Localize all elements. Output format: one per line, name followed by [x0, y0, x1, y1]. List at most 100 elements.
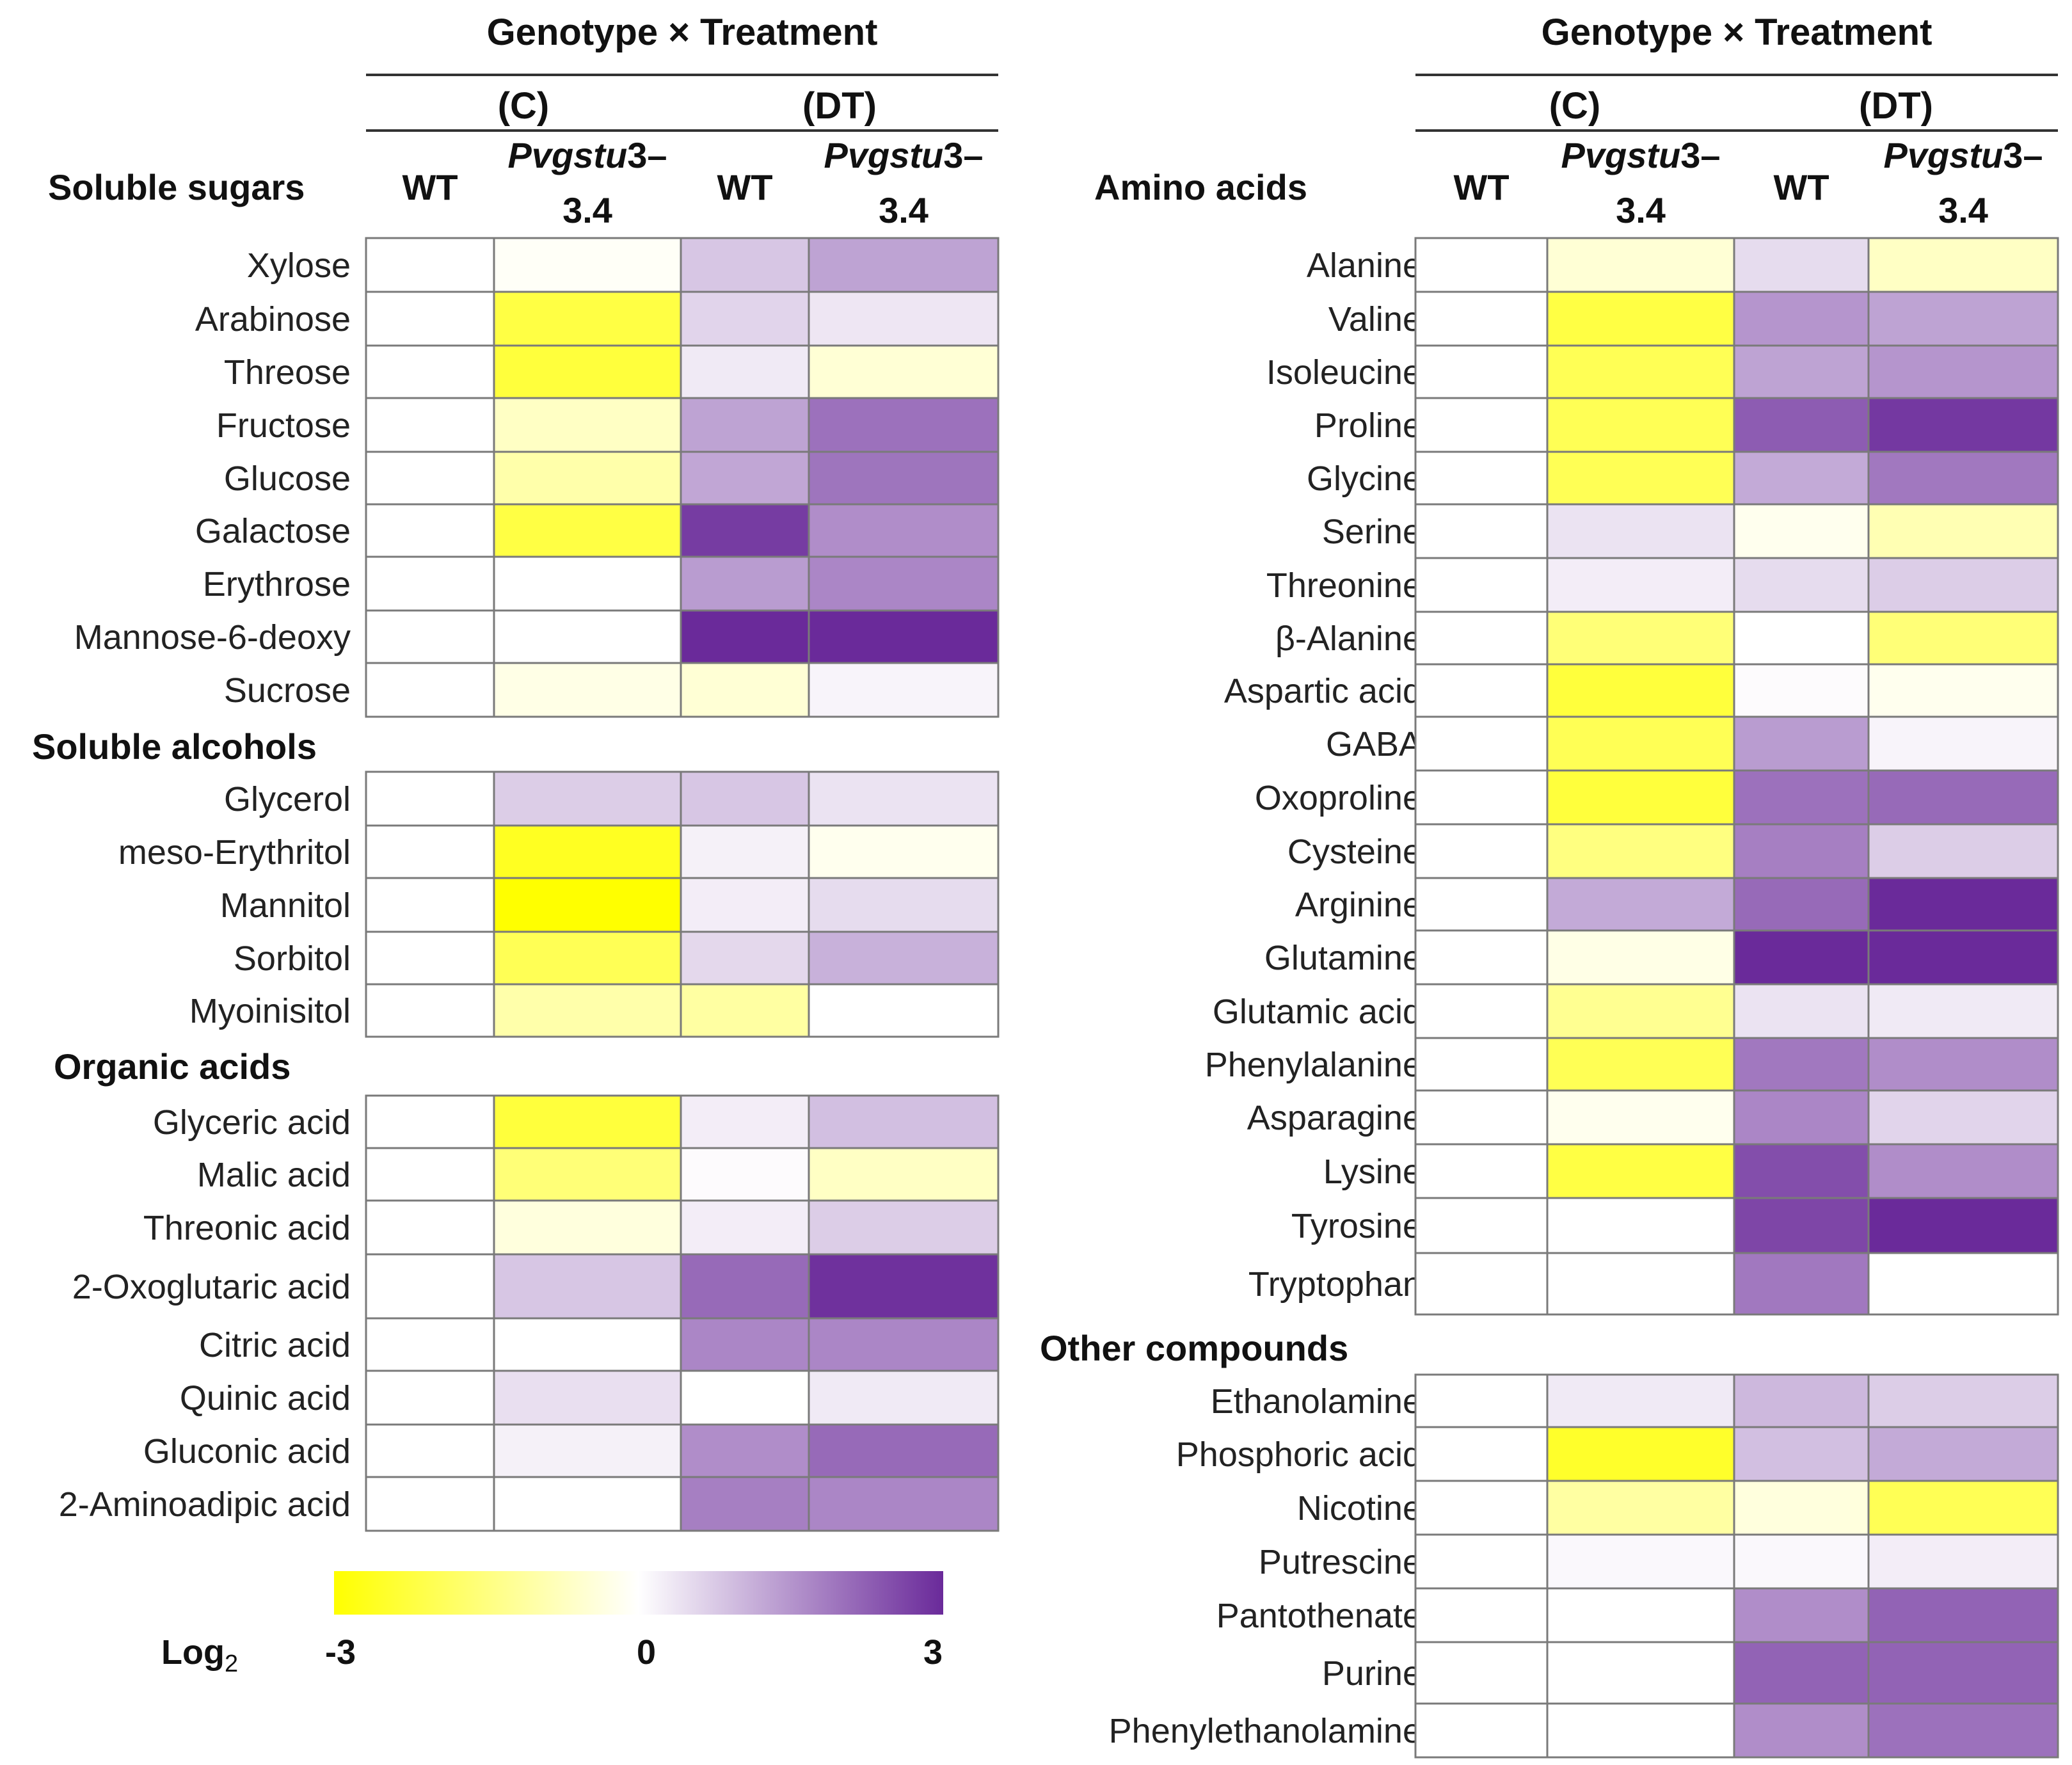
heatmap-cell-col-c-pvgstu: [1546, 1533, 1735, 1590]
heatmap-cell-col-c-wt: [1414, 1373, 1549, 1428]
heatmap-cell-col-c-pvgstu: [1546, 291, 1735, 347]
heatmap-cell-col-dt-wt: [1733, 715, 1870, 772]
heatmap-cell-col-c-wt: [365, 1370, 495, 1426]
heatmap-cell-col-dt-pvgstu: [808, 555, 1000, 612]
heatmap-cell-col-dt-wt: [1733, 1037, 1870, 1092]
heatmap-cell-col-dt-pvgstu: [1867, 291, 2059, 347]
heatmap-panel: Genotype × Treatment (C) WT Pvgstu3– 3.4 (DT)…: [1040, 12, 2059, 1759]
heatmap-cell-col-dt-wt: [1733, 344, 1870, 399]
heatmap-cell-col-c-pvgstu: [493, 771, 682, 827]
row-label: Threose: [224, 353, 351, 392]
heatmap-cell-col-dt-pvgstu: [808, 771, 1000, 827]
heatmap-cell-col-dt-pvgstu: [808, 1476, 1000, 1532]
legend-tick-label: 0: [637, 1633, 656, 1672]
heatmap-cell-col-dt-pvgstu: [1867, 397, 2059, 453]
heatmap-cell-col-dt-wt: [680, 451, 810, 506]
row-label: β-Alanine: [1275, 619, 1422, 658]
heatmap-cell-col-c-wt: [1414, 983, 1549, 1039]
heatmap-cell-col-c-pvgstu: [493, 1476, 682, 1532]
section-title: Amino acids: [1094, 167, 1307, 207]
heatmap-cell-col-dt-wt: [680, 555, 810, 612]
heatmap-cell-col-c-pvgstu: [1546, 663, 1735, 718]
heatmap-cell-col-c-wt: [1414, 1702, 1549, 1759]
heatmap-cell-col-c-pvgstu: [1546, 929, 1735, 986]
heatmap-cell-col-dt-wt: [1733, 291, 1870, 347]
heatmap-cell-col-dt-wt: [680, 1147, 810, 1202]
heatmap-cell-col-dt-pvgstu: [808, 291, 1000, 347]
heatmap-cell-col-c-pvgstu: [1546, 1426, 1735, 1482]
heatmap-cell-col-dt-pvgstu: [1867, 1641, 2059, 1705]
heatmap-cell-col-c-pvgstu: [493, 555, 682, 612]
heatmap-cell-col-c-wt: [1414, 1533, 1549, 1590]
section-title: Organic acids: [54, 1046, 291, 1087]
heatmap-cell-col-dt-pvgstu: [1867, 823, 2059, 879]
heatmap-cell-col-dt-pvgstu: [808, 930, 1000, 986]
column-label: Pvgstu3–: [508, 135, 667, 175]
heatmap-cell-col-c-pvgstu: [1546, 397, 1735, 453]
row-label: Aspartic acid: [1224, 672, 1422, 710]
heatmap-cell-col-c-wt: [365, 824, 495, 879]
heatmap-cell-col-c-pvgstu: [493, 1147, 682, 1202]
row-label: Pantothenate: [1216, 1597, 1422, 1635]
column-label: Pvgstu3–: [1884, 135, 2043, 175]
heatmap-cell-col-c-wt: [1414, 1143, 1549, 1199]
heatmap-cell-col-c-pvgstu: [1546, 877, 1735, 932]
heatmap-cell-col-dt-pvgstu: [1867, 1587, 2059, 1643]
heatmap-cell-col-c-wt: [1414, 1252, 1549, 1316]
heatmap-cell-col-c-pvgstu: [493, 451, 682, 506]
heatmap-cell-col-dt-pvgstu: [1867, 1037, 2059, 1092]
heatmap-cell-col-c-pvgstu: [493, 877, 682, 933]
group-label: (DT): [802, 85, 877, 127]
heatmap-cell-col-c-wt: [1414, 611, 1549, 666]
heatmap-cell-col-dt-wt: [1733, 1197, 1870, 1254]
heatmap-cell-col-dt-pvgstu: [1867, 237, 2059, 293]
column-label: Pvgstu3–: [1561, 135, 1721, 175]
heatmap-cell-col-c-wt: [1414, 663, 1549, 718]
heatmap-cell-col-c-pvgstu: [493, 662, 682, 718]
row-label: Sorbitol: [234, 939, 351, 978]
row-label: Malic acid: [197, 1156, 351, 1194]
heatmap-cell-col-dt-wt: [1733, 1533, 1870, 1590]
heatmap-cell-col-c-pvgstu: [493, 1423, 682, 1478]
heatmap-cell-col-dt-pvgstu: [808, 1253, 1000, 1320]
heatmap-cell-col-dt-pvgstu: [808, 1199, 1000, 1256]
column-label: WT: [1453, 167, 1509, 207]
heatmap-cell-col-dt-pvgstu: [808, 451, 1000, 506]
heatmap-cell-col-dt-wt: [680, 503, 810, 558]
heatmap-cell-col-c-wt: [365, 1423, 495, 1478]
row-label: Glycerol: [224, 780, 351, 819]
row-label: Mannose-6-deoxy: [74, 618, 351, 657]
heatmap-cell-col-dt-wt: [1733, 877, 1870, 932]
heatmap-cell-col-c-pvgstu: [493, 824, 682, 879]
column-label-line2: 3.4: [562, 190, 612, 230]
heatmap-cell-col-c-pvgstu: [493, 1094, 682, 1149]
heatmap-cell-col-c-pvgstu: [1546, 1037, 1735, 1092]
row-label: Alanine: [1307, 246, 1422, 285]
heatmap-cell-col-c-pvgstu: [1546, 1089, 1735, 1146]
heatmap-cell-col-dt-pvgstu: [1867, 503, 2059, 559]
row-label: Erythrose: [203, 565, 351, 603]
heatmap-cell-col-c-wt: [365, 397, 495, 453]
heatmap-cell-col-c-pvgstu: [493, 397, 682, 453]
heatmap-cell-col-c-pvgstu: [1546, 1641, 1735, 1705]
row-label: Arginine: [1295, 886, 1422, 924]
heatmap-cell-col-dt-pvgstu: [1867, 1252, 2059, 1316]
header-title: Genotype × Treatment: [487, 12, 878, 53]
row-label: Putrescine: [1259, 1543, 1422, 1581]
column-label-line2: 3.4: [1938, 190, 1988, 230]
heatmap-cell-col-c-pvgstu: [1546, 1252, 1735, 1316]
section-title: Soluble sugars: [48, 167, 305, 207]
heatmap-cell-col-dt-wt: [1733, 1641, 1870, 1705]
heatmap-cell-col-dt-pvgstu: [808, 1370, 1000, 1426]
heatmap-cell-col-dt-wt: [1733, 1702, 1870, 1759]
row-label: Purine: [1322, 1654, 1422, 1693]
row-label: Citric acid: [199, 1326, 351, 1364]
row-label: Xylose: [247, 246, 351, 285]
row-label: Oxoproline: [1255, 779, 1422, 817]
heatmap-cell-col-dt-wt: [680, 1094, 810, 1149]
heatmap-cell-col-c-pvgstu: [493, 983, 682, 1038]
heatmap-cell-col-c-pvgstu: [493, 1370, 682, 1426]
heatmap-cell-col-c-pvgstu: [1546, 983, 1735, 1039]
row-label: Gluconic acid: [143, 1432, 351, 1471]
row-label: Serine: [1322, 513, 1422, 551]
